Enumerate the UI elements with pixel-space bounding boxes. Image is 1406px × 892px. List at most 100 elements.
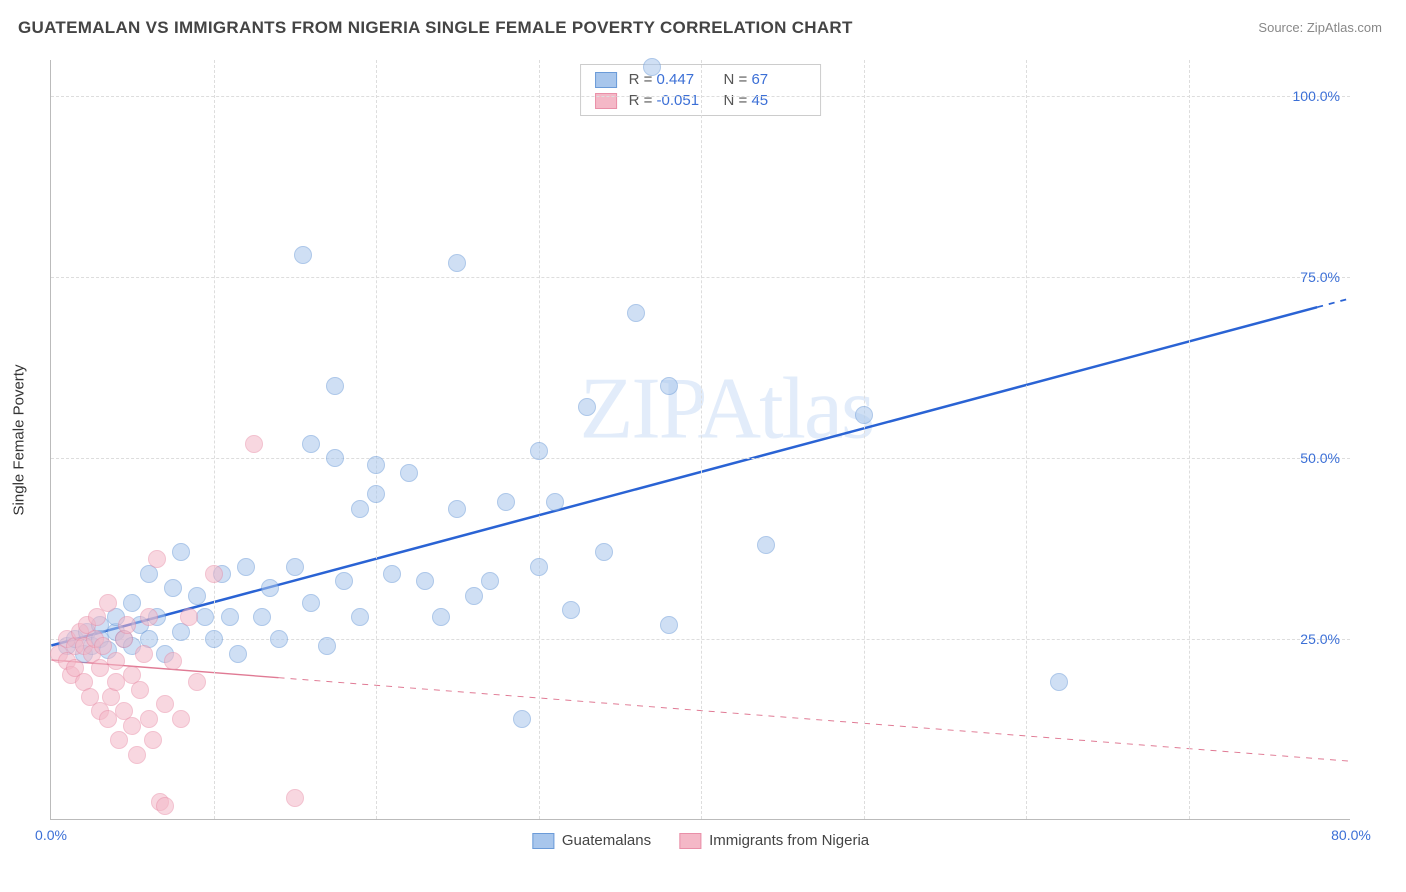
data-point xyxy=(118,616,136,634)
data-point xyxy=(148,550,166,568)
data-point xyxy=(562,601,580,619)
data-point xyxy=(383,565,401,583)
legend-item: Guatemalans xyxy=(532,832,651,849)
data-point xyxy=(164,652,182,670)
data-point xyxy=(326,377,344,395)
data-point xyxy=(140,710,158,728)
data-point xyxy=(757,536,775,554)
data-point xyxy=(326,449,344,467)
n-label: N = xyxy=(724,92,748,109)
swatch-nigeria xyxy=(679,833,701,849)
data-point xyxy=(156,797,174,815)
data-point xyxy=(465,587,483,605)
data-point xyxy=(302,594,320,612)
n-label: N = xyxy=(724,71,748,88)
data-point xyxy=(448,254,466,272)
data-point xyxy=(497,493,515,511)
data-point xyxy=(367,485,385,503)
data-point xyxy=(245,435,263,453)
data-point xyxy=(205,565,223,583)
data-point xyxy=(188,587,206,605)
data-point xyxy=(196,608,214,626)
data-point xyxy=(530,442,548,460)
y-axis-label: Single Female Poverty xyxy=(11,364,28,515)
data-point xyxy=(578,398,596,416)
data-point xyxy=(513,710,531,728)
data-point xyxy=(91,659,109,677)
source-value: ZipAtlas.com xyxy=(1307,20,1382,35)
data-point xyxy=(221,608,239,626)
data-point xyxy=(164,579,182,597)
data-point xyxy=(172,710,190,728)
data-point xyxy=(270,630,288,648)
data-point xyxy=(123,594,141,612)
data-point xyxy=(660,616,678,634)
data-point xyxy=(107,673,125,691)
x-tick-label: 0.0% xyxy=(35,827,67,843)
data-point xyxy=(229,645,247,663)
r-value-0: 0.447 xyxy=(657,71,712,88)
legend-label: Guatemalans xyxy=(562,832,651,849)
data-point xyxy=(135,645,153,663)
watermark: ZIPAtlas xyxy=(580,359,874,460)
data-point xyxy=(140,608,158,626)
watermark-text: ZIPAtlas xyxy=(580,361,874,458)
r-label: R = xyxy=(629,92,653,109)
data-point xyxy=(172,543,190,561)
x-tick-label: 80.0% xyxy=(1331,827,1371,843)
data-point xyxy=(144,731,162,749)
y-tick-label: 50.0% xyxy=(1300,450,1340,466)
source-label: Source: xyxy=(1258,20,1303,35)
data-point xyxy=(107,652,125,670)
data-point xyxy=(448,500,466,518)
swatch-nigeria xyxy=(595,93,617,109)
data-point xyxy=(286,558,304,576)
data-point xyxy=(400,464,418,482)
data-point xyxy=(1050,673,1068,691)
data-point xyxy=(416,572,434,590)
data-point xyxy=(294,246,312,264)
data-point xyxy=(855,406,873,424)
data-point xyxy=(367,456,385,474)
data-point xyxy=(99,710,117,728)
data-point xyxy=(286,789,304,807)
data-point xyxy=(595,543,613,561)
data-point xyxy=(432,608,450,626)
legend-item: Immigrants from Nigeria xyxy=(679,832,869,849)
source-attribution: Source: ZipAtlas.com xyxy=(1258,20,1382,35)
scatter-chart: Single Female Poverty ZIPAtlas R = 0.447… xyxy=(50,60,1350,820)
data-point xyxy=(335,572,353,590)
data-point xyxy=(481,572,499,590)
data-point xyxy=(94,637,112,655)
data-point xyxy=(261,579,279,597)
data-point xyxy=(237,558,255,576)
chart-title: GUATEMALAN VS IMMIGRANTS FROM NIGERIA SI… xyxy=(18,18,853,38)
data-point xyxy=(180,608,198,626)
data-point xyxy=(530,558,548,576)
y-tick-label: 75.0% xyxy=(1300,269,1340,285)
n-value-0: 67 xyxy=(751,71,806,88)
y-tick-label: 100.0% xyxy=(1293,88,1340,104)
data-point xyxy=(188,673,206,691)
series-legend: Guatemalans Immigrants from Nigeria xyxy=(532,832,869,849)
data-point xyxy=(643,58,661,76)
data-point xyxy=(318,637,336,655)
swatch-guatemalans xyxy=(595,72,617,88)
r-value-1: -0.051 xyxy=(657,92,712,109)
data-point xyxy=(302,435,320,453)
data-point xyxy=(253,608,271,626)
data-point xyxy=(88,608,106,626)
n-value-1: 45 xyxy=(751,92,806,109)
legend-label: Immigrants from Nigeria xyxy=(709,832,869,849)
data-point xyxy=(546,493,564,511)
data-point xyxy=(351,500,369,518)
data-point xyxy=(351,608,369,626)
data-point xyxy=(123,717,141,735)
data-point xyxy=(131,681,149,699)
y-tick-label: 25.0% xyxy=(1300,631,1340,647)
data-point xyxy=(110,731,128,749)
data-point xyxy=(627,304,645,322)
data-point xyxy=(99,594,117,612)
data-point xyxy=(205,630,223,648)
data-point xyxy=(660,377,678,395)
